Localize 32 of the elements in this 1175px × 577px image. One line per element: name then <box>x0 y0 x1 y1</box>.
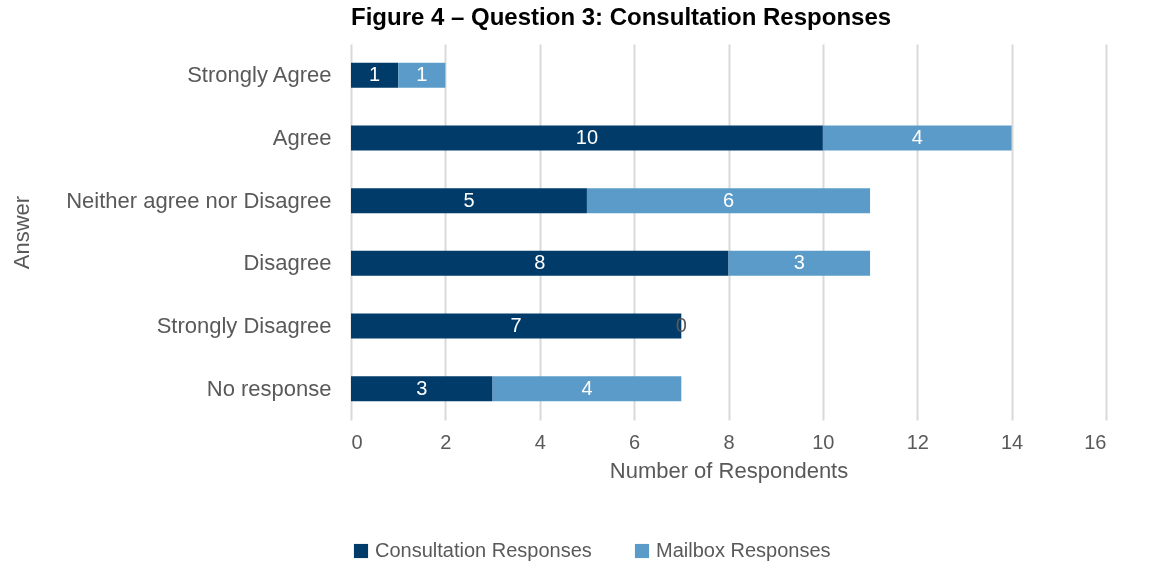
data-label: 10 <box>575 126 599 148</box>
x-tick-label: 2 <box>440 430 452 453</box>
y-tick-label: Disagree <box>243 250 332 276</box>
x-tick-label: 8 <box>723 430 735 453</box>
x-axis-title: Number of Respondents <box>609 457 849 483</box>
x-tick-label: 4 <box>534 430 546 453</box>
y-tick-label: Strongly Agree <box>187 62 332 88</box>
data-label: 5 <box>463 188 475 211</box>
data-label: 3 <box>416 376 428 399</box>
x-tick-label: 6 <box>629 430 641 453</box>
y-axis-title: Answer <box>8 195 34 270</box>
data-label: 4 <box>581 376 593 399</box>
data-label: 1 <box>416 63 428 86</box>
x-tick-label: 0 <box>351 430 363 453</box>
data-label: 7 <box>510 314 522 336</box>
y-tick-label: No response <box>206 375 332 401</box>
data-label: 6 <box>722 188 735 211</box>
data-label: 3 <box>793 251 805 274</box>
y-tick-label: Neither agree nor Disagree <box>66 187 332 213</box>
data-label: 0 <box>675 314 687 336</box>
data-label: 8 <box>534 251 546 274</box>
y-tick-label: Strongly Disagree <box>156 313 332 338</box>
x-tick-label: 16 <box>1084 430 1107 453</box>
x-tick-label: 14 <box>1001 430 1024 453</box>
y-tick-label: Agree <box>272 125 332 150</box>
data-label: 1 <box>369 63 381 86</box>
x-tick-label: 10 <box>812 430 835 453</box>
data-label: 4 <box>911 126 923 148</box>
chart-title: Figure 4 – Question 3: Consultation Responses <box>351 3 892 30</box>
x-tick-label: 12 <box>906 430 929 453</box>
legend-label: Consultation Responses <box>375 539 592 561</box>
legend-label: Mailbox Responses <box>656 539 831 561</box>
